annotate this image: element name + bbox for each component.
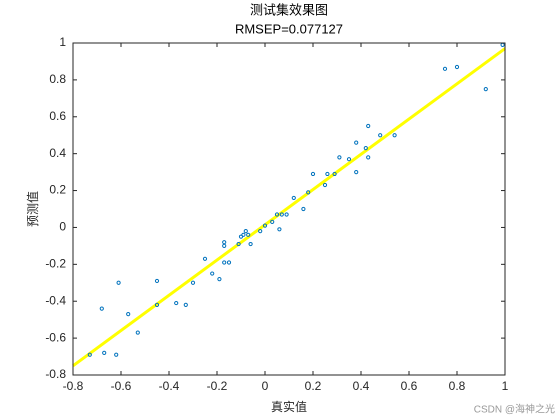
point: [236, 241, 241, 247]
point: [190, 280, 196, 285]
watermark: CSDN @海神之光: [474, 403, 555, 416]
point: [116, 280, 121, 285]
point: [279, 212, 284, 217]
point: [154, 278, 160, 284]
point: [483, 87, 488, 92]
point: [366, 155, 371, 160]
point: [262, 223, 268, 228]
point: [306, 190, 311, 195]
y-tick-label: -0.4: [45, 293, 66, 307]
point: [454, 64, 460, 70]
point: [270, 219, 275, 225]
point: [126, 312, 131, 317]
y-tick-label: 0.2: [49, 183, 66, 197]
point: [337, 155, 342, 160]
chart-title: 测试集效果图: [250, 2, 328, 17]
point: [87, 352, 92, 357]
point: [210, 271, 215, 276]
point: [226, 260, 232, 265]
y-tick-label: -0.2: [45, 257, 66, 271]
point: [346, 157, 352, 162]
point: [248, 241, 253, 247]
x-tick-label: 0.6: [401, 379, 418, 393]
point: [243, 229, 248, 234]
y-axis-label: 预测值: [25, 191, 40, 227]
point: [325, 171, 330, 177]
point: [222, 260, 227, 265]
point: [284, 212, 289, 217]
point: [258, 229, 263, 234]
x-tick-label: -0.8: [63, 379, 84, 393]
point: [392, 133, 397, 138]
point: [154, 302, 160, 308]
point: [102, 350, 107, 355]
point: [366, 123, 371, 129]
chart-subtitle: RMSEP=0.077127: [235, 21, 343, 36]
point: [363, 146, 368, 151]
x-tick-label: 0.2: [305, 379, 322, 393]
point: [246, 232, 251, 237]
point: [310, 171, 316, 177]
x-tick-label: 0.8: [449, 379, 466, 393]
point: [442, 66, 448, 71]
point: [202, 256, 208, 261]
x-tick-label: -0.4: [159, 379, 180, 393]
x-tick-label: 0.4: [353, 379, 370, 393]
point: [301, 206, 306, 212]
y-tick-label: 0.8: [49, 72, 66, 86]
point: [217, 276, 222, 282]
x-tick-label: 1: [502, 379, 509, 393]
point: [378, 133, 383, 138]
point: [99, 306, 104, 311]
point: [174, 300, 179, 306]
x-tick-label: -0.2: [207, 379, 228, 393]
y-tick-label: 0.6: [49, 109, 66, 123]
y-tick-label: 1: [59, 35, 66, 49]
x-axis-label: 真实值: [271, 399, 307, 414]
point: [222, 243, 227, 248]
point: [322, 182, 328, 188]
x-tick-label: 0: [262, 379, 269, 393]
point: [332, 171, 337, 177]
axes-box: [72, 42, 506, 376]
y-tick-label: 0: [59, 220, 66, 234]
y-tick-label: -0.8: [45, 367, 66, 381]
point: [241, 232, 246, 237]
point: [291, 195, 296, 201]
point: [277, 227, 282, 232]
point: [354, 140, 359, 145]
point: [183, 302, 188, 308]
y-tick-label: -0.6: [45, 330, 66, 344]
point: [274, 212, 280, 217]
point: [135, 330, 140, 335]
fit-line: [72, 47, 506, 367]
point: [114, 352, 119, 357]
x-tick-label: -0.6: [111, 379, 132, 393]
point: [354, 170, 359, 175]
y-tick-label: 0.4: [49, 146, 66, 160]
